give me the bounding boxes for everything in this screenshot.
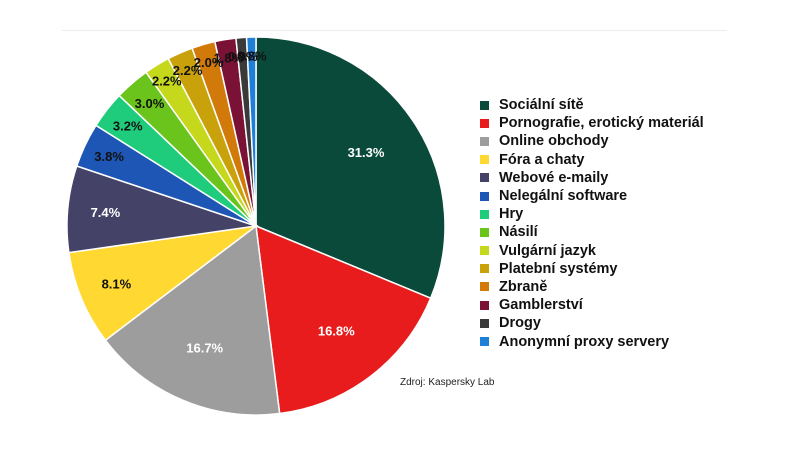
legend-item: Hry	[480, 205, 704, 223]
slice-value-label: 3.0%	[135, 96, 165, 111]
legend-item: Online obchody	[480, 132, 704, 150]
legend-item: Fóra a chaty	[480, 151, 704, 169]
pie-slice	[255, 224, 432, 415]
legend-swatch	[480, 318, 489, 328]
slice-value-label: 3.2%	[113, 119, 143, 134]
legend-item: Sociální sítě	[480, 96, 704, 114]
slice-value-label: 1.8%	[214, 51, 244, 66]
slice-value-label: 31.3%	[348, 145, 385, 160]
legend-swatch	[480, 300, 489, 310]
pie-slice	[68, 224, 259, 342]
legend-swatch	[480, 136, 489, 146]
legend-swatch	[480, 227, 489, 237]
slice-value-label: 2.0%	[194, 55, 224, 70]
slice-value-label: 8.1%	[102, 277, 132, 292]
legend-item: Pornografie, erotický materiál	[480, 114, 704, 132]
legend-swatch	[480, 246, 489, 256]
legend-label: Gamblerství	[499, 297, 583, 314]
legend-label: Webové e-maily	[499, 169, 609, 186]
slice-value-label: 3.8%	[94, 149, 124, 164]
legend-label: Fóra a chaty	[499, 151, 585, 168]
legend-swatch	[480, 155, 489, 165]
legend-item: Vulgární jazyk	[480, 242, 704, 260]
legend-item: Platební systémy	[480, 260, 704, 278]
legend-item: Násilí	[480, 223, 704, 241]
slice-value-label: 2.2%	[173, 63, 203, 78]
legend-label: Sociální sítě	[499, 97, 584, 114]
legend-item: Webové e-maily	[480, 169, 704, 187]
slice-value-label: 16.7%	[186, 340, 223, 355]
legend-label: Vulgární jazyk	[499, 242, 596, 259]
slice-value-label: 7.4%	[91, 205, 121, 220]
legend-label: Pornografie, erotický materiál	[499, 115, 704, 132]
legend-swatch	[480, 282, 489, 292]
pie-slice	[255, 36, 446, 300]
legend-swatch	[480, 209, 489, 219]
pie-slice	[245, 36, 257, 227]
legend-swatch	[480, 100, 489, 110]
legend-item: Anonymní proxy servery	[480, 332, 704, 350]
slice-value-label: 0.8%	[237, 49, 267, 64]
legend-label: Drogy	[499, 315, 541, 332]
legend-item: Gamblerství	[480, 296, 704, 314]
legend-swatch	[480, 191, 489, 201]
slice-value-label: 0.9%	[228, 49, 258, 64]
legend-swatch	[480, 173, 489, 183]
top-divider	[62, 30, 727, 31]
legend-swatch	[480, 337, 489, 347]
legend-item: Zbraně	[480, 278, 704, 296]
legend-label: Online obchody	[499, 133, 609, 150]
legend-label: Násilí	[499, 224, 538, 241]
slice-value-label: 16.8%	[318, 324, 355, 339]
legend-item: Nelegální software	[480, 187, 704, 205]
legend-label: Nelegální software	[499, 188, 628, 205]
legend-label: Hry	[499, 206, 524, 223]
legend-label: Platební systémy	[499, 260, 618, 277]
legend-item: Drogy	[480, 314, 704, 332]
legend-swatch	[480, 264, 489, 274]
legend-label: Zbraně	[499, 278, 548, 295]
chart-legend: Sociální sítě Pornografie, erotický mater…	[480, 96, 704, 351]
source-note: Zdroj: Kaspersky Lab	[400, 377, 495, 388]
pie-slice	[104, 224, 281, 416]
slice-value-label: 2.2%	[152, 74, 182, 89]
legend-label: Anonymní proxy servery	[499, 333, 670, 350]
legend-swatch	[480, 118, 489, 128]
